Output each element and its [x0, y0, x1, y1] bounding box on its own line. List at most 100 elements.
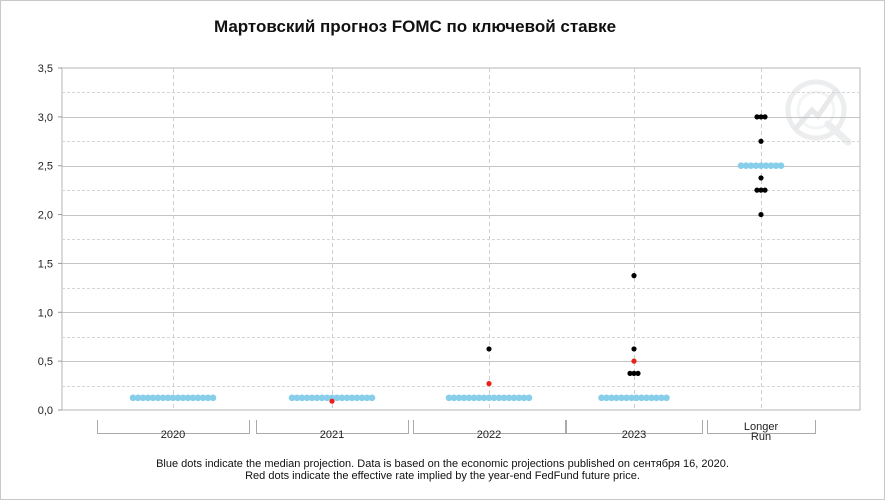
- median-dot: [308, 394, 316, 402]
- y-tick-label: 0,0: [38, 405, 53, 417]
- median-dot: [520, 394, 528, 402]
- participant-dot: [762, 187, 768, 193]
- plot-area-border: [61, 67, 861, 411]
- median-dot: [623, 394, 630, 402]
- median-dot: [445, 394, 453, 402]
- x-category-bracket: [707, 420, 816, 434]
- x-tick-label: Run: [751, 431, 771, 443]
- median-dot: [189, 394, 197, 402]
- median-dot: [653, 394, 660, 402]
- median-dot: [742, 162, 750, 170]
- participant-dot: [635, 370, 641, 376]
- median-dot: [648, 394, 655, 402]
- chart-title: Мартовский прогноз FOMC по ключевой став…: [213, 17, 617, 36]
- median-dot: [129, 394, 137, 402]
- participant-dot: [758, 211, 764, 218]
- median-dot: [658, 394, 665, 402]
- median-dot: [288, 394, 296, 402]
- x-tick-label: 2023: [622, 429, 646, 441]
- median-dot: [363, 394, 371, 402]
- median-dot: [598, 394, 605, 402]
- median-dot: [747, 162, 755, 170]
- participant-dot: [486, 346, 492, 352]
- median-dot: [485, 394, 493, 402]
- median-dot: [154, 394, 162, 402]
- x-category-bracket: [566, 420, 703, 434]
- median-dot: [603, 394, 610, 402]
- median-dot: [194, 394, 202, 402]
- median-dot: [144, 394, 152, 402]
- median-dot: [762, 162, 770, 170]
- participant-dot: [631, 370, 637, 376]
- participant-dot: [627, 370, 633, 376]
- median-dot: [204, 394, 212, 402]
- median-dot: [323, 394, 331, 402]
- y-tick-label: 2,5: [38, 161, 53, 173]
- median-dot: [338, 394, 346, 402]
- median-dot: [638, 394, 645, 402]
- median-dot: [333, 394, 341, 402]
- y-tick-label: 3,0: [38, 112, 53, 124]
- participant-dot: [631, 346, 637, 352]
- x-category-bracket: [97, 420, 250, 434]
- y-tick-label: 0,5: [38, 356, 53, 368]
- median-dot: [515, 394, 523, 402]
- median-dot: [525, 394, 533, 402]
- median-dot: [293, 394, 301, 402]
- median-dot: [608, 394, 615, 402]
- participant-dot: [754, 114, 760, 120]
- participant-dot: [758, 114, 764, 120]
- median-dot: [139, 394, 147, 402]
- median-dot: [633, 394, 640, 402]
- median-dot: [628, 394, 635, 402]
- median-dot: [368, 394, 376, 402]
- median-dot: [737, 162, 745, 170]
- median-dot: [505, 394, 513, 402]
- watermark-logo-icon: [785, 79, 852, 146]
- median-dot: [772, 162, 780, 170]
- median-dot: [752, 162, 760, 170]
- participant-dot: [754, 187, 760, 193]
- x-category-bracket: [413, 420, 566, 434]
- median-dot: [495, 394, 503, 402]
- median-dot: [757, 162, 765, 170]
- participant-dot: [758, 187, 764, 193]
- median-dot: [298, 394, 306, 402]
- median-dot: [510, 394, 518, 402]
- footnote-market-rate: Red dots indicate the effective rate imp…: [245, 470, 640, 482]
- median-dot: [318, 394, 326, 402]
- median-dot: [777, 162, 785, 170]
- median-dot: [450, 394, 458, 402]
- participant-dot: [631, 273, 637, 279]
- median-dot: [663, 394, 670, 402]
- median-dot: [149, 394, 157, 402]
- market-implied-dot: [631, 358, 637, 364]
- x-tick-label: 2022: [477, 429, 501, 441]
- median-dot: [199, 394, 207, 402]
- market-implied-dot: [329, 398, 335, 404]
- median-dot: [209, 394, 217, 402]
- median-dot: [455, 394, 463, 402]
- participant-dot: [758, 138, 764, 144]
- median-dot: [358, 394, 366, 402]
- median-dot: [164, 394, 172, 402]
- median-dot: [643, 394, 650, 402]
- median-dot: [348, 394, 356, 402]
- median-dot: [490, 394, 498, 402]
- x-tick-label: Longer: [744, 421, 779, 433]
- median-dot: [460, 394, 468, 402]
- x-category-bracket: [256, 420, 409, 434]
- footnote-median: Blue dots indicate the median projection…: [156, 458, 729, 470]
- market-implied-dot: [486, 381, 492, 387]
- median-dot: [613, 394, 620, 402]
- median-dot: [618, 394, 625, 402]
- median-dot: [470, 394, 478, 402]
- y-tick-label: 1,5: [38, 258, 53, 270]
- median-dot: [343, 394, 351, 402]
- participant-dot: [758, 175, 764, 181]
- y-tick-label: 3,5: [38, 63, 53, 75]
- median-dot: [313, 394, 321, 402]
- median-dot: [174, 394, 182, 402]
